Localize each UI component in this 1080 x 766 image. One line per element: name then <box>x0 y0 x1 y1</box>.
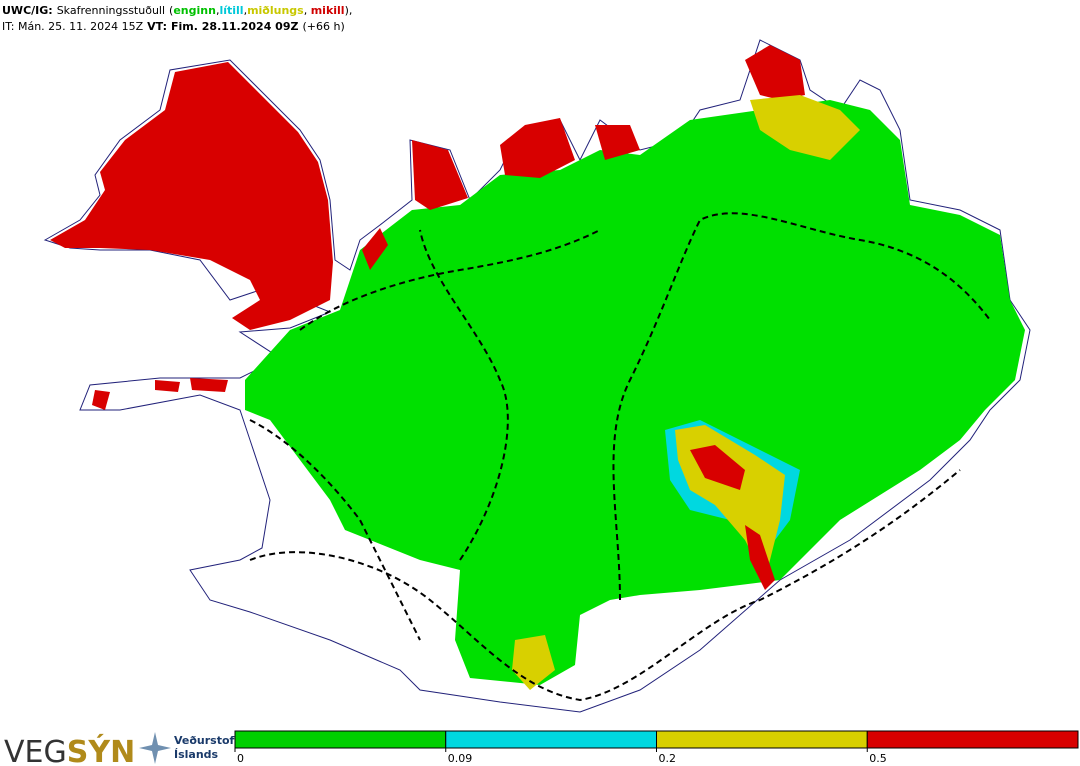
red-area <box>155 380 180 392</box>
red-area <box>745 525 775 590</box>
green-area <box>245 100 1025 685</box>
red-area <box>595 125 640 160</box>
map <box>43 39 1031 713</box>
road <box>249 419 421 641</box>
colorbar-segment <box>234 730 447 749</box>
logo-text: Veðurstofa <box>174 734 242 747</box>
punctuation: , <box>244 4 248 17</box>
road <box>419 229 509 561</box>
colorbar-tick-label: 0.2 <box>659 752 677 765</box>
class-label: lítill <box>219 4 243 17</box>
colorbar-tick-label: 0 <box>237 752 244 765</box>
red-area <box>745 45 805 100</box>
issue-time: IT: Mán. 25. 11. 2024 15Z <box>2 20 144 33</box>
header: UWC/IG: Skafrenningsstuðull (enginn,lítill… <box>2 4 352 33</box>
colorbar-segment <box>445 730 657 749</box>
logos: VEGSÝN Veðurstofa Íslands <box>4 732 242 766</box>
road <box>249 469 961 702</box>
vedurstofa-icon <box>139 732 171 764</box>
lead-time: (+66 h) <box>302 20 344 33</box>
road <box>299 229 601 331</box>
colorbar-tick-label: 0.09 <box>448 752 473 765</box>
red-area <box>92 390 110 410</box>
red-area <box>362 228 388 270</box>
roads <box>249 212 991 702</box>
vegsyn-logo: VEGSÝN <box>4 733 135 766</box>
red-area <box>190 378 228 392</box>
yellow-area <box>750 95 860 160</box>
header-line-1: UWC/IG: Skafrenningsstuðull (enginn,lítill… <box>2 4 352 17</box>
logo-text: SÝN <box>67 733 135 766</box>
logo-text: VEG <box>4 735 67 766</box>
road <box>612 212 991 601</box>
header-line-2: IT: Mán. 25. 11. 2024 15Z VT: Fim. 28.11.2… <box>2 20 345 33</box>
colorbar-tick-label: 0.5 <box>869 752 887 765</box>
legend: 0 0.09 0.2 0.5 <box>234 730 1079 765</box>
red-area <box>412 140 468 210</box>
red-area <box>690 445 745 490</box>
red-area <box>500 118 575 178</box>
punctuation: , <box>216 4 220 17</box>
class-label: miðlungs <box>247 4 304 17</box>
punctuation: ( <box>169 4 173 17</box>
red-area <box>50 62 333 330</box>
valid-label: VT: <box>147 20 167 33</box>
punctuation: ), <box>345 4 353 17</box>
colorbar-segment <box>866 730 1079 749</box>
product: UWC/IG: <box>2 4 53 17</box>
valid-time: Fim. 28.11.2024 09Z <box>171 20 298 33</box>
logo-text: Íslands <box>174 748 219 761</box>
title: Skafrenningsstuðull <box>57 4 165 17</box>
class-label: mikill <box>311 4 345 17</box>
colorbar-segment <box>656 730 868 749</box>
class-label: enginn <box>173 4 216 17</box>
punctuation: , <box>304 4 311 17</box>
